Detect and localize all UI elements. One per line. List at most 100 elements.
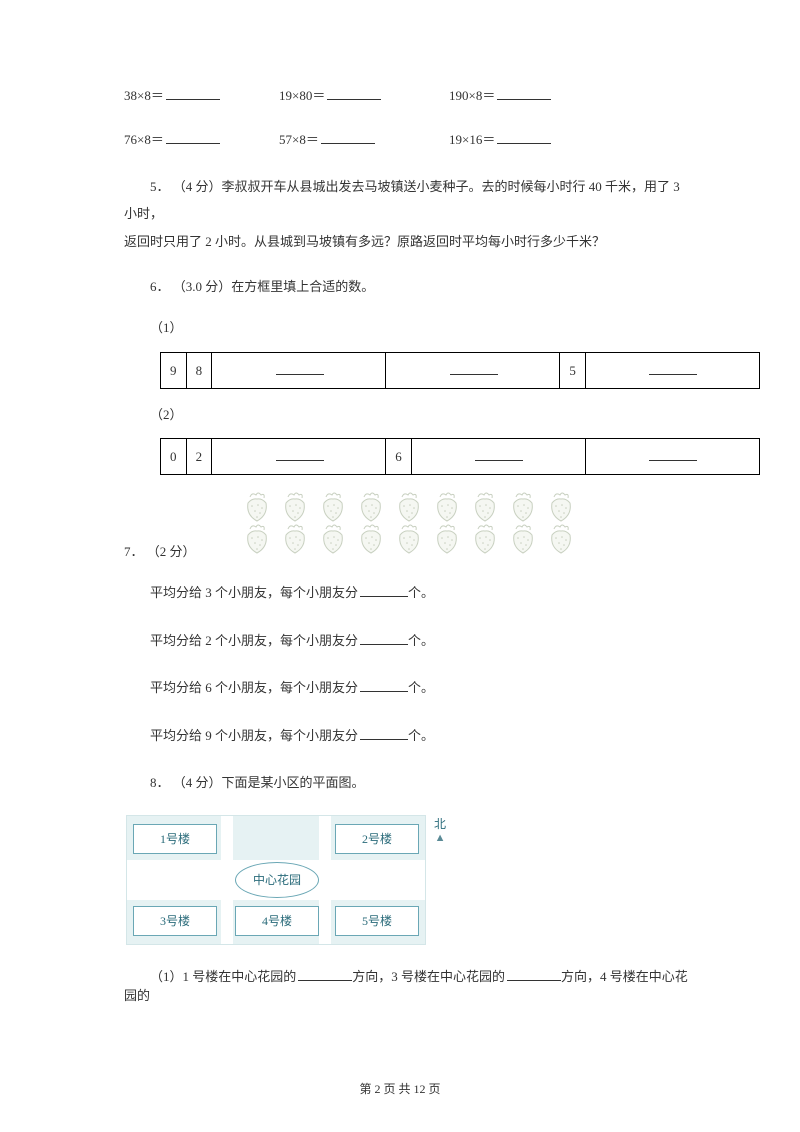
- strawberry-icon: [542, 491, 580, 523]
- q7-text-suffix: 个。: [408, 633, 434, 648]
- answer-blank[interactable]: [649, 362, 697, 375]
- equation-text: 76×8＝: [124, 130, 164, 150]
- compass-north: 北 ▲: [434, 815, 446, 844]
- strawberry-icon: [390, 523, 428, 555]
- answer-blank[interactable]: [475, 448, 523, 461]
- q6-table-1: 9 8 5: [160, 352, 760, 389]
- equation-text: 19×80＝: [279, 86, 325, 106]
- table-cell: [585, 439, 759, 475]
- equation-item: 190×8＝: [449, 86, 619, 106]
- answer-blank[interactable]: [298, 968, 352, 981]
- strawberry-icon: [276, 491, 314, 523]
- footer-text: 页: [426, 1082, 441, 1096]
- q7-text: 平均分给 6 个小朋友，每个小朋友分: [150, 680, 358, 695]
- question-7-row: 7． （2 分）: [124, 491, 690, 561]
- equation-text: 190×8＝: [449, 86, 495, 106]
- north-label: 北: [434, 815, 446, 833]
- footer-text: 页 共: [380, 1082, 413, 1096]
- q7-text: 平均分给 9 个小朋友，每个小朋友分: [150, 728, 358, 743]
- strawberry-icon: [276, 523, 314, 555]
- table-cell: [386, 352, 560, 388]
- equation-item: 38×8＝: [124, 86, 279, 106]
- answer-blank[interactable]: [360, 632, 408, 645]
- strawberry-icon: [542, 523, 580, 555]
- answer-blank[interactable]: [497, 131, 551, 144]
- strawberry-icon: [466, 491, 504, 523]
- equation-row-2: 76×8＝ 57×8＝ 19×16＝: [124, 130, 690, 150]
- table-cell: 9: [161, 352, 187, 388]
- strawberry-graphic: [238, 491, 580, 555]
- table-cell: [212, 352, 386, 388]
- question-6-sub2: （2）: [124, 405, 690, 425]
- answer-blank[interactable]: [360, 679, 408, 692]
- question-6-title: 6． （3.0 分）在方框里填上合适的数。: [124, 277, 690, 297]
- strawberry-icon: [352, 523, 390, 555]
- strawberry-icon: [352, 491, 390, 523]
- footer-page-total: 12: [414, 1082, 426, 1096]
- answer-blank[interactable]: [497, 87, 551, 100]
- strawberry-icon: [238, 523, 276, 555]
- plan-map-wrap: 1号楼 2号楼 3号楼 4号楼 5号楼 中心花园 北 ▲: [126, 815, 690, 945]
- strawberry-icon: [390, 491, 428, 523]
- q7-text-suffix: 个。: [408, 728, 434, 743]
- building-3: 3号楼: [133, 906, 217, 936]
- table-cell: [212, 439, 386, 475]
- table-cell: 8: [186, 352, 212, 388]
- answer-blank[interactable]: [166, 131, 220, 144]
- north-arrow-icon: ▲: [434, 833, 446, 844]
- strawberry-icon: [466, 523, 504, 555]
- building-2: 2号楼: [335, 824, 419, 854]
- equation-text: 38×8＝: [124, 86, 164, 106]
- table-cell: 2: [186, 439, 212, 475]
- question-6-sub1: （1）: [124, 318, 690, 338]
- table-cell: 6: [386, 439, 412, 475]
- question-5: 5． （4 分）李叔叔开车从县城出发去马坡镇送小麦种子。去的时候每小时行 40 …: [124, 173, 690, 255]
- strawberry-icon: [428, 523, 466, 555]
- q6-table-2: 0 2 6: [160, 438, 760, 475]
- q7-line-2: 平均分给 2 个小朋友，每个小朋友分 个。: [124, 631, 690, 651]
- table-cell: [585, 352, 759, 388]
- equation-row-1: 38×8＝ 19×80＝ 190×8＝: [124, 86, 690, 106]
- answer-blank[interactable]: [360, 584, 408, 597]
- strawberry-icon: [238, 491, 276, 523]
- question-5-line2: 返回时只用了 2 小时。从县城到马坡镇有多远？原路返回时平均每小时行多少千米？: [124, 228, 690, 255]
- q7-text: 平均分给 3 个小朋友，每个小朋友分: [150, 585, 358, 600]
- answer-blank[interactable]: [276, 362, 324, 375]
- answer-blank[interactable]: [360, 727, 408, 740]
- center-garden: 中心花园: [235, 862, 319, 898]
- building-4: 4号楼: [235, 906, 319, 936]
- plan-map: 1号楼 2号楼 3号楼 4号楼 5号楼 中心花园: [126, 815, 426, 945]
- strawberry-icon: [504, 491, 542, 523]
- q8-sub1: （1）1 号楼在中心花园的方向，3 号楼在中心花园的方向，4 号楼在中心花园的: [124, 967, 690, 1006]
- equation-item: 19×16＝: [449, 130, 619, 150]
- strawberry-icon: [428, 491, 466, 523]
- answer-blank[interactable]: [321, 131, 375, 144]
- q7-text-suffix: 个。: [408, 585, 434, 600]
- answer-blank[interactable]: [166, 87, 220, 100]
- q7-text-suffix: 个。: [408, 680, 434, 695]
- footer-text: 第: [359, 1082, 374, 1096]
- table-cell: 0: [161, 439, 187, 475]
- question-5-line1: 5． （4 分）李叔叔开车从县城出发去马坡镇送小麦种子。去的时候每小时行 40 …: [124, 173, 690, 228]
- page-footer: 第 2 页 共 12 页: [0, 1080, 800, 1098]
- strawberry-row: [238, 491, 580, 523]
- q7-text: 平均分给 2 个小朋友，每个小朋友分: [150, 633, 358, 648]
- answer-blank[interactable]: [276, 448, 324, 461]
- road-vertical: [221, 816, 233, 944]
- answer-blank[interactable]: [327, 87, 381, 100]
- answer-blank[interactable]: [649, 448, 697, 461]
- q8-text: （1）1 号楼在中心花园的: [150, 969, 296, 984]
- equation-text: 57×8＝: [279, 130, 319, 150]
- equation-text: 19×16＝: [449, 130, 495, 150]
- road-vertical: [319, 816, 331, 944]
- table-cell: 5: [560, 352, 586, 388]
- table-cell: [411, 439, 585, 475]
- answer-blank[interactable]: [507, 968, 561, 981]
- q7-line-3: 平均分给 6 个小朋友，每个小朋友分 个。: [124, 678, 690, 698]
- building-1: 1号楼: [133, 824, 217, 854]
- question-7-label: 7． （2 分）: [124, 542, 196, 562]
- q7-line-1: 平均分给 3 个小朋友，每个小朋友分 个。: [124, 583, 690, 603]
- answer-blank[interactable]: [450, 362, 498, 375]
- question-8-title: 8． （4 分）下面是某小区的平面图。: [124, 773, 690, 793]
- strawberry-icon: [314, 491, 352, 523]
